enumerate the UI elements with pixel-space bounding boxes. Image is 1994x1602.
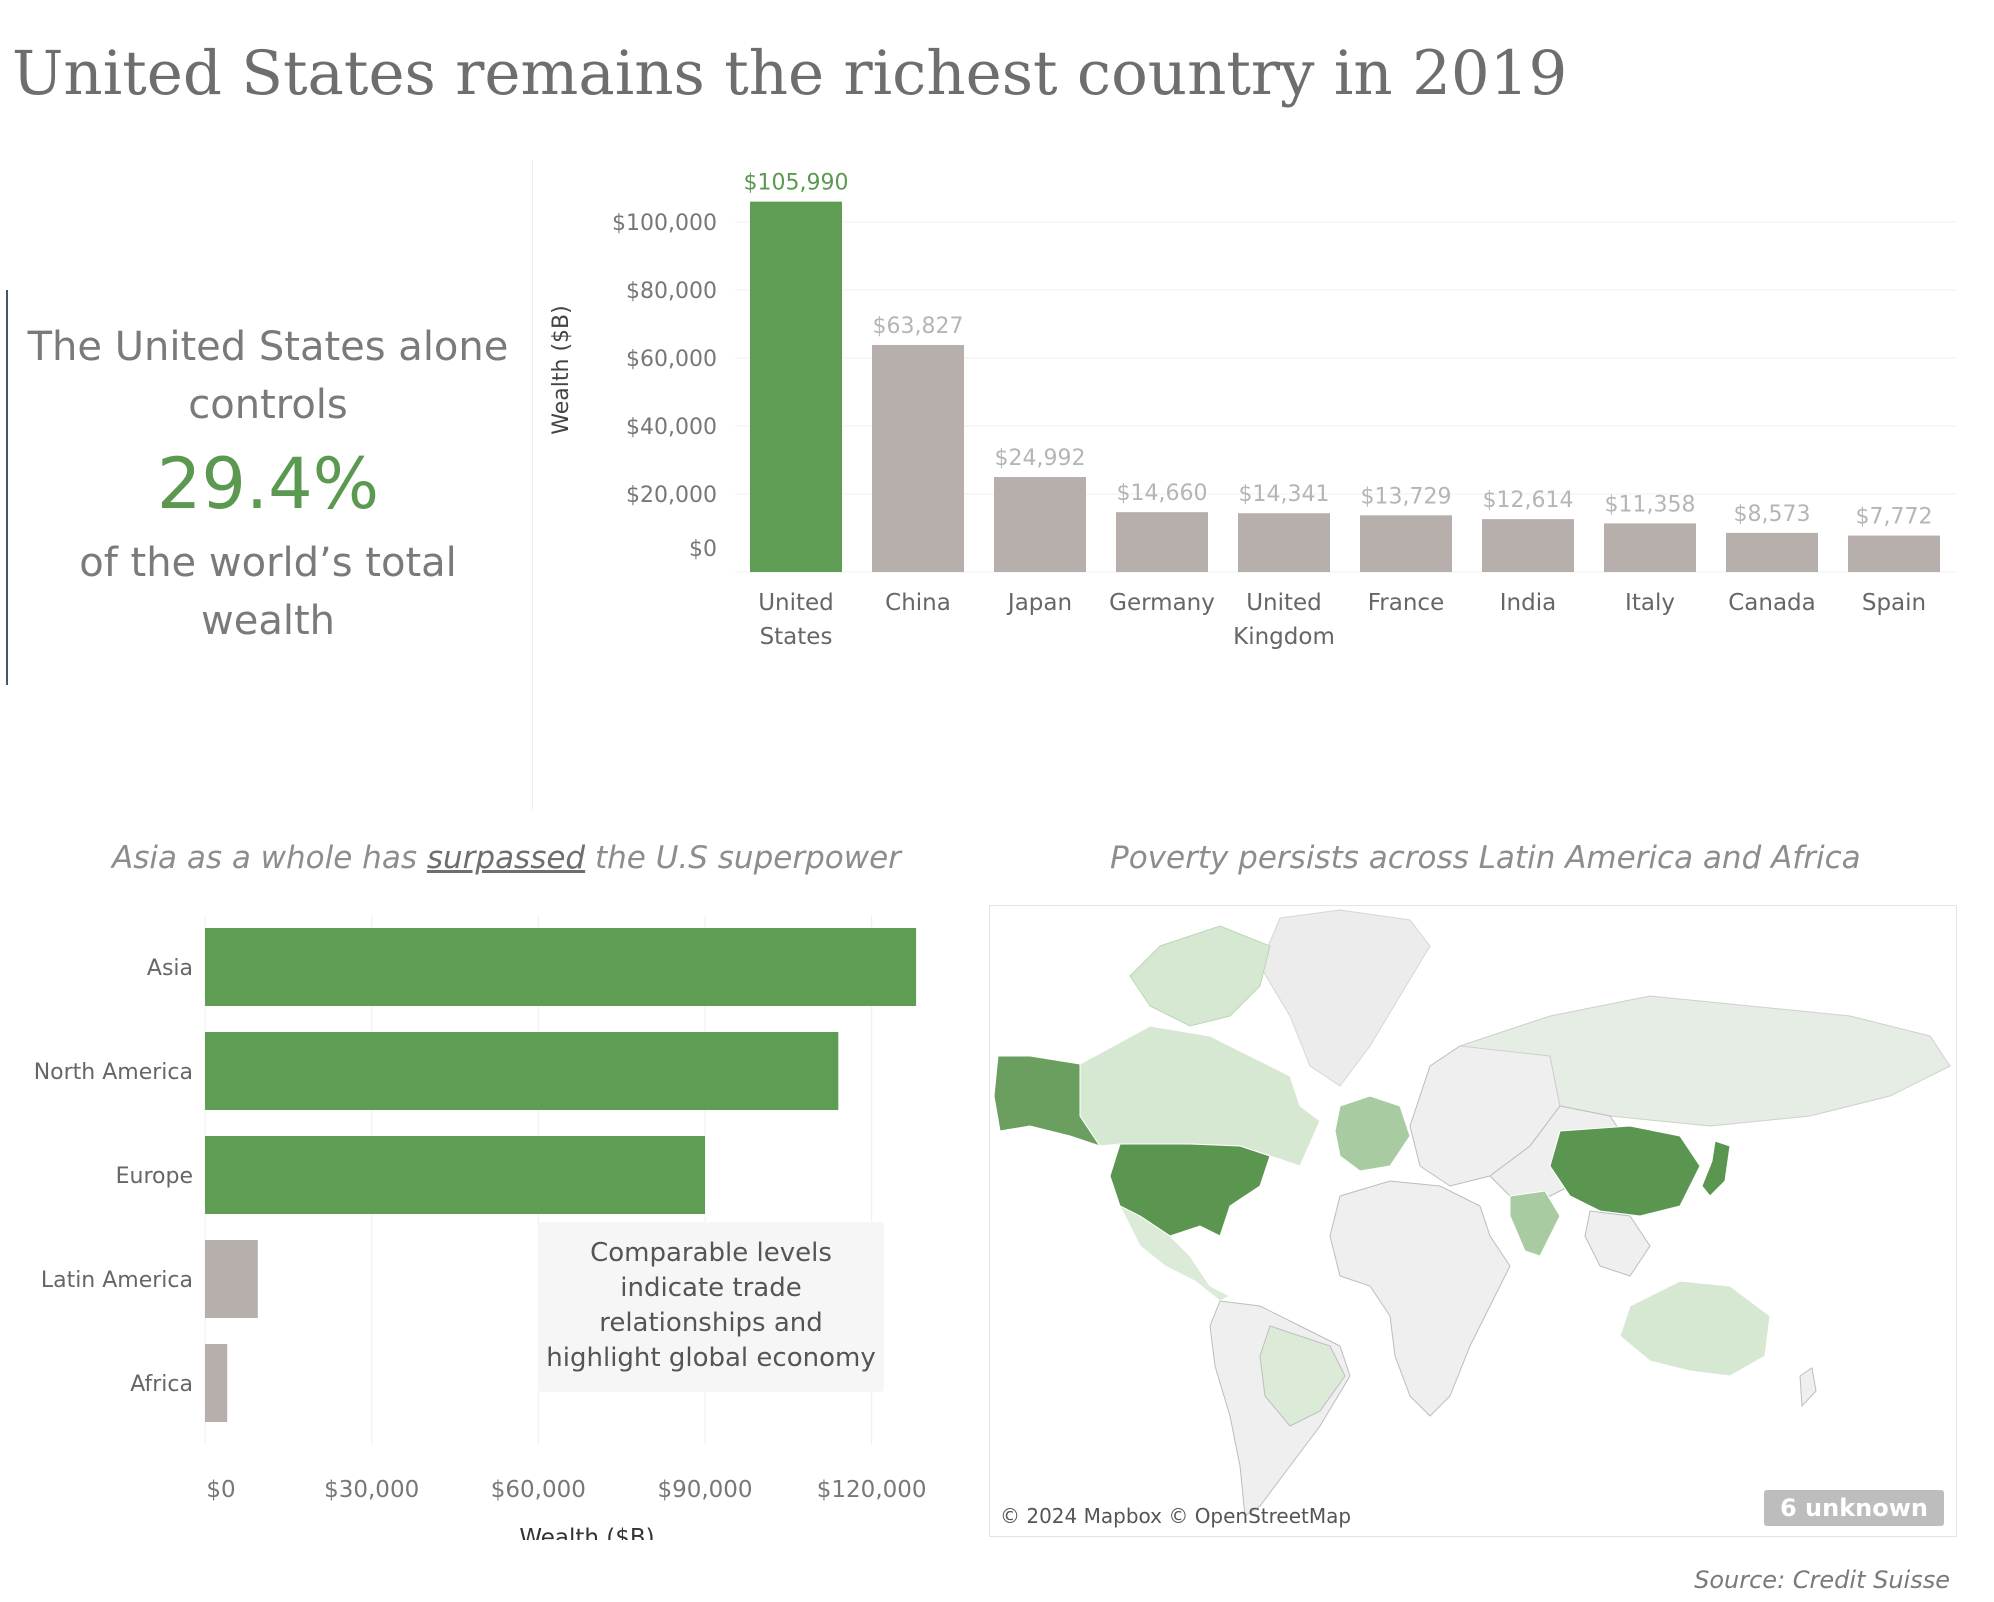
y-tick-label: Asia [147, 956, 193, 981]
map-alaska[interactable] [993, 1055, 1102, 1147]
x-tick-label: Kingdom [1233, 624, 1335, 650]
bar-value-label: $11,358 [1605, 492, 1696, 517]
panel-divider [532, 160, 533, 810]
map-brazil[interactable] [1259, 1325, 1346, 1427]
bar [872, 344, 964, 572]
map-new-zealand[interactable] [1799, 1367, 1817, 1408]
region-title-pre: Asia as a whole has [112, 840, 427, 876]
x-tick-label: India [1500, 590, 1556, 616]
region-annotation: Comparable levels indicate trade relatio… [538, 1222, 884, 1392]
kpi-accent-bar [6, 290, 8, 685]
bar [205, 1136, 705, 1214]
y-tick-label: $20,000 [626, 483, 717, 508]
x-tick-label: Italy [1625, 590, 1675, 616]
bar [205, 1032, 839, 1110]
kpi-text: The United States alone controls 29.4% o… [20, 318, 516, 650]
world-map[interactable]: © 2024 Mapbox © OpenStreetMap 6 unknown [989, 905, 1957, 1537]
bar-value-label: $63,827 [873, 314, 964, 339]
y-axis-label: Wealth ($B) [549, 305, 574, 434]
bar-value-label: $24,992 [995, 446, 1086, 471]
map-india[interactable] [1509, 1190, 1561, 1257]
dashboard-title: United States remains the richest countr… [12, 38, 1568, 109]
bar [750, 201, 842, 572]
map-greenland[interactable] [1259, 909, 1431, 1087]
country-wealth-chart: $0 $20,000 $40,000 $60,000 $80,000 $100,000 We… [549, 171, 1955, 650]
region-chart-title: Asia as a whole has surpassed the U.S su… [112, 840, 901, 876]
x-tick-label: Japan [1006, 590, 1072, 616]
region-title-emphasis: surpassed [426, 840, 586, 876]
y-tick-label: $40,000 [626, 415, 717, 440]
x-tick-label: Canada [1728, 590, 1816, 616]
x-tick-label: $0 [206, 1477, 235, 1503]
bar [1604, 523, 1696, 572]
y-tick-label: $80,000 [626, 279, 717, 304]
map-title: Poverty persists across Latin America an… [1110, 840, 1861, 876]
y-tick-label: $60,000 [626, 347, 717, 372]
bar-value-label: $13,729 [1361, 484, 1452, 509]
world-map-shapes [993, 909, 1951, 1517]
bar-value-label: $7,772 [1856, 505, 1933, 530]
map-canada[interactable] [1079, 1025, 1321, 1167]
kpi-line-4: wealth [201, 598, 335, 644]
map-arctic-islands[interactable] [1129, 925, 1271, 1027]
bar-value-label: $14,341 [1239, 482, 1330, 507]
bar [1360, 515, 1452, 572]
x-tick-label: States [760, 624, 833, 650]
map-mexico[interactable] [1118, 1204, 1232, 1302]
bar-value-label: $14,660 [1117, 481, 1208, 506]
bar [1238, 513, 1330, 572]
x-axis-label: Wealth ($B) [519, 1525, 654, 1540]
y-tick-label: $0 [689, 537, 717, 562]
x-tick-label: $60,000 [491, 1477, 586, 1503]
x-tick-label: China [885, 590, 951, 616]
unknown-badge[interactable]: 6 unknown [1763, 1490, 1944, 1526]
bar [205, 1344, 228, 1422]
bar [994, 477, 1086, 572]
x-tick-label: United [1246, 590, 1322, 616]
x-tick-label: $120,000 [817, 1477, 927, 1503]
bar-value-label: $8,573 [1734, 502, 1811, 527]
map-japan[interactable] [1701, 1140, 1731, 1197]
bar [205, 928, 917, 1006]
bar [1726, 532, 1818, 572]
kpi-line-3: of the world’s total [79, 540, 457, 586]
y-tick-label: $100,000 [612, 211, 717, 236]
kpi-line-1: The United States alone [27, 324, 509, 370]
x-tick-label: $90,000 [657, 1477, 752, 1503]
map-credit[interactable]: © 2024 Mapbox © OpenStreetMap [1000, 1504, 1352, 1528]
bar [205, 1240, 258, 1318]
y-tick-label: Latin America [41, 1268, 193, 1293]
y-tick-label: Europe [116, 1164, 193, 1189]
kpi-line-2: controls [188, 382, 348, 428]
map-australia[interactable] [1619, 1280, 1771, 1377]
x-tick-label: France [1368, 590, 1444, 616]
region-title-post: the U.S superpower [585, 840, 901, 876]
y-tick-label: Africa [130, 1372, 193, 1397]
y-tick-label: North America [34, 1060, 193, 1085]
x-tick-label: United [758, 590, 834, 616]
bar [1848, 535, 1940, 572]
x-tick-label: Spain [1862, 590, 1926, 616]
bar [1482, 519, 1574, 572]
x-tick-label: $30,000 [324, 1477, 419, 1503]
map-western-europe[interactable] [1334, 1095, 1411, 1172]
x-tick-label: Germany [1109, 590, 1215, 616]
bar-value-label: $105,990 [744, 171, 849, 196]
region-wealth-chart: $0 $30,000 $60,000 $90,000 $120,000 Wealth ($… [34, 915, 927, 1540]
source-note: Source: Credit Suisse [1694, 1566, 1950, 1594]
map-southeast-asia[interactable] [1584, 1210, 1651, 1277]
kpi-value: 29.4% [156, 443, 380, 525]
map-china[interactable] [1549, 1125, 1701, 1217]
bar [1116, 512, 1208, 572]
bar-value-label: $12,614 [1483, 488, 1574, 513]
map-africa[interactable] [1329, 1180, 1511, 1417]
